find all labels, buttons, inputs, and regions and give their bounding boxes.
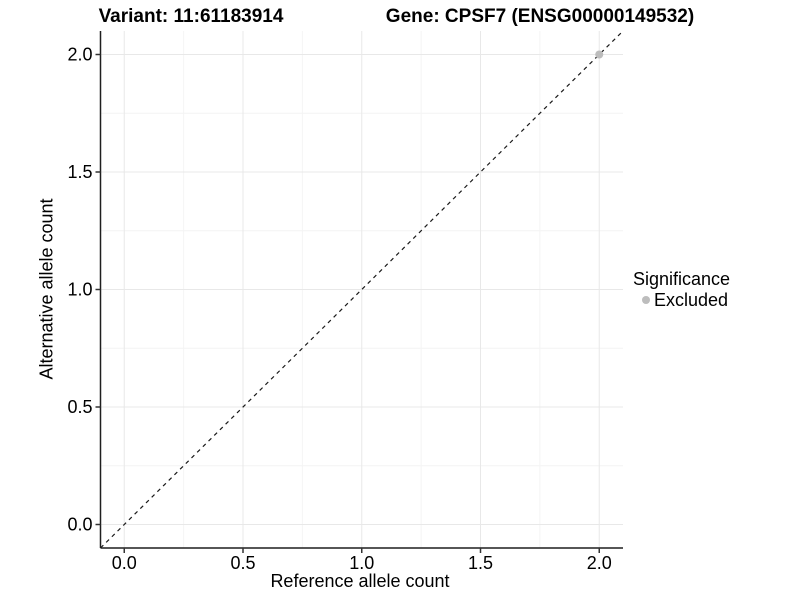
data-point [595,50,604,59]
y-tick-label: 0.0 [67,515,92,535]
x-tick-label: 0.5 [230,553,255,573]
y-tick-label: 2.0 [67,45,92,65]
x-tick-label: 0.0 [112,553,137,573]
legend-item-label: Excluded [654,290,729,310]
variant-title: Variant: 11:61183914 [98,6,284,27]
y-tick-label: 0.5 [67,397,92,417]
x-tick-label: 1.5 [468,553,493,573]
y-tick-label: 1.5 [67,162,92,182]
legend-items: Excluded [633,290,730,310]
legend-item: Excluded [633,290,730,310]
legend: Significance Excluded [633,268,730,310]
y-axis-title: Alternative allele count [36,198,57,380]
x-tick-label: 1.0 [349,553,374,573]
x-axis-title: Reference allele count [270,571,450,591]
identity-line [100,30,624,549]
legend-title: Significance [633,269,731,289]
gene-title: Gene: CPSF7 (ENSG00000149532) [385,6,695,27]
y-tick-label: 1.0 [67,280,92,300]
x-tick-label: 2.0 [587,553,612,573]
legend-key-dot-icon [642,296,650,304]
